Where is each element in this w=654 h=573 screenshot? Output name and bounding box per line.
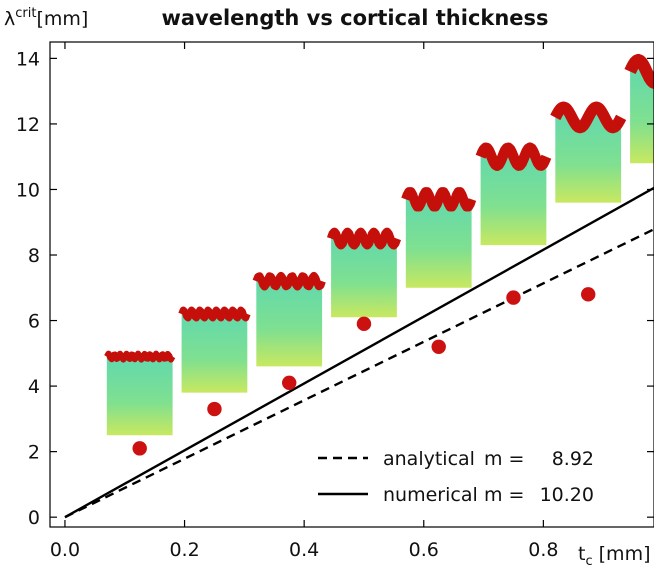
x-tick-label-1: 0.2 (169, 539, 199, 561)
inset-tissue (405, 191, 472, 288)
y-axis-ticks: 0 2 4 6 8 10 12 14 (16, 48, 654, 529)
y-tick-label-7: 14 (16, 48, 40, 70)
legend-analytical-m-value: 8.92 (552, 448, 594, 470)
simulation-inset-5 (401, 187, 477, 288)
inset-cortex-layer (550, 101, 627, 134)
analytical-fit-line (64, 228, 654, 519)
inset-cortex-layer (178, 306, 251, 322)
legend-analytical-name: analytical (383, 448, 475, 470)
simulation-insets (104, 53, 654, 436)
chart-title: wavelength vs cortical thickness (161, 6, 548, 30)
x-tick-label-0: 0.0 (50, 539, 80, 561)
data-point-7 (581, 287, 596, 302)
y-axis-label: λcrit[mm] (4, 6, 88, 30)
y-tick-label-2: 4 (28, 376, 40, 398)
data-point-4 (356, 316, 372, 332)
data-point-2 (207, 401, 222, 417)
data-point-1 (132, 441, 147, 456)
inset-tissue (106, 353, 173, 436)
x-axis-ticks: 0.0 0.2 0.4 0.6 0.8 (50, 42, 558, 561)
legend-numerical-name: numerical (383, 484, 478, 506)
legend-numerical-m-value: 10.20 (540, 484, 594, 506)
simulation-inset-4 (326, 227, 401, 318)
plot-frame (49, 41, 654, 528)
inset-tissue (256, 275, 323, 367)
data-point-3 (282, 375, 297, 391)
simulation-inset-7 (550, 101, 627, 203)
inset-tissue (555, 107, 622, 203)
simulation-inset-8 (624, 53, 654, 164)
y-tick-label-6: 12 (16, 114, 40, 136)
legend-numerical-m-label: m = (484, 484, 524, 506)
y-tick-label-0: 0 (28, 507, 40, 529)
inset-cortex-layer (475, 142, 552, 171)
data-point-5 (431, 339, 446, 354)
x-tick-label-3: 0.6 (409, 539, 439, 561)
inset-tissue (480, 147, 547, 246)
x-axis-label: tc [mm] (578, 543, 651, 569)
simulation-inset-1 (104, 350, 176, 436)
y-tick-label-4: 8 (28, 245, 40, 267)
legend: analytical m = 8.92 numerical m = 10.20 (318, 448, 594, 506)
x-tick-label-4: 0.8 (528, 539, 558, 561)
simulation-inset-3 (252, 271, 326, 367)
x-tick-label-2: 0.4 (289, 539, 319, 561)
simulation-inset-6 (475, 142, 552, 246)
data-points (132, 287, 596, 456)
inset-cortex-layer (624, 53, 654, 89)
y-tick-label-3: 6 (28, 311, 40, 333)
legend-analytical-m-label: m = (484, 448, 524, 470)
data-point-6 (506, 290, 521, 305)
simulation-inset-2 (178, 306, 251, 393)
y-tick-label-5: 10 (16, 179, 40, 201)
inset-cortex-layer (401, 187, 477, 212)
inset-tissue (331, 232, 397, 318)
inset-cortex-layer (326, 227, 401, 250)
inset-tissue (181, 310, 248, 393)
fit-lines (64, 186, 654, 519)
inset-cortex-layer (252, 271, 326, 291)
y-tick-label-1: 2 (28, 442, 40, 464)
inset-cortex-layer (104, 350, 176, 363)
numerical-fit-line (64, 186, 654, 519)
